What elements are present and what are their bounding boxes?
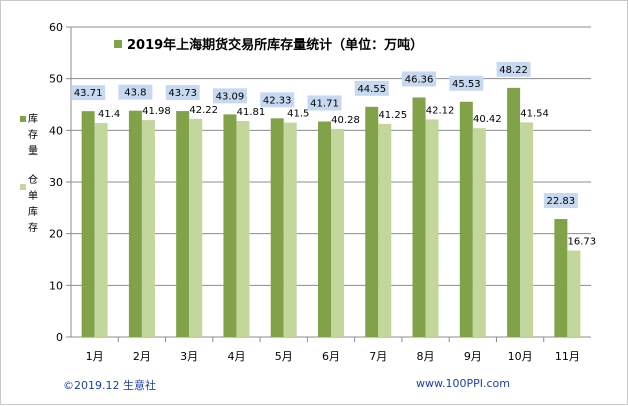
data-label-inventory: 43.8 (124, 88, 146, 99)
bar-warrant-inventory (189, 118, 203, 337)
bar-inventory (459, 101, 473, 338)
data-label-inventory: 43.71 (74, 88, 103, 99)
data-label-warrant: 41.4 (98, 109, 120, 120)
data-label-inventory: 43.73 (168, 88, 197, 99)
data-label-box (496, 61, 531, 77)
data-label-box (449, 75, 484, 91)
data-label-warrant: 41.5 (287, 109, 309, 120)
bar-warrant-inventory (378, 123, 392, 337)
y-tick-label: 40 (49, 124, 63, 137)
data-label-warrant: 41.54 (520, 108, 549, 119)
x-tick-label: 1月 (86, 350, 104, 363)
x-tick-label: 10月 (508, 350, 533, 363)
x-tick-label: 3月 (180, 350, 198, 363)
bar-inventory (412, 97, 426, 338)
data-label-box (212, 88, 247, 104)
x-tick-label: 11月 (555, 350, 580, 363)
x-tick-label: 6月 (322, 350, 340, 363)
x-tick-label: 2月 (133, 350, 151, 363)
y-tick-label: 50 (49, 73, 63, 86)
x-tick-label: 4月 (227, 350, 245, 363)
data-label-warrant: 42.22 (189, 105, 218, 116)
title-marker (114, 40, 122, 48)
data-label-warrant: 40.28 (331, 115, 360, 126)
bar-inventory (176, 111, 190, 337)
bar-inventory (554, 219, 568, 337)
bar-inventory (128, 110, 142, 337)
data-label-warrant: 41.25 (378, 110, 407, 121)
bar-inventory (318, 121, 331, 337)
data-label-inventory: 41.71 (310, 98, 339, 109)
bar-warrant-inventory (141, 120, 155, 337)
data-label-inventory: 48.22 (499, 65, 528, 76)
bar-warrant-inventory (425, 119, 439, 337)
bar-warrant-inventory (94, 123, 108, 337)
data-label-inventory: 44.55 (357, 84, 386, 95)
x-tick-label: 5月 (275, 350, 293, 363)
data-label-box (354, 80, 389, 96)
data-label-inventory: 46.36 (405, 74, 434, 85)
y-tick-label: 0 (56, 331, 63, 344)
data-label-box (165, 85, 200, 101)
chart-title: 2019年上海期货交易所库存量统计（单位：万吨） (127, 37, 423, 53)
footer-copyright: ©2019.12 生意社 (63, 379, 156, 392)
data-label-box (543, 193, 578, 209)
bar-warrant-inventory (331, 128, 344, 337)
data-label-inventory: 42.33 (263, 95, 292, 106)
x-tick-label: 8月 (417, 350, 435, 363)
bar-inventory (223, 114, 237, 337)
data-label-warrant: 41.98 (142, 106, 171, 117)
x-tick-label: 9月 (464, 350, 482, 363)
legend-label: 库存量 (28, 112, 38, 157)
bar-warrant-inventory (520, 122, 534, 337)
data-label-inventory: 43.09 (216, 91, 245, 102)
y-tick-label: 20 (49, 228, 63, 241)
y-tick-label: 10 (49, 279, 63, 292)
x-tick-label: 7月 (369, 350, 387, 363)
bar-inventory (365, 106, 379, 337)
legend-swatch (20, 116, 26, 122)
data-label-box (402, 71, 437, 87)
bar-inventory (270, 118, 284, 337)
bar-inventory (507, 87, 521, 337)
y-tick-label: 30 (49, 176, 63, 189)
data-label-warrant: 41.81 (237, 107, 266, 118)
data-label-box (307, 95, 342, 111)
data-label-box (118, 84, 153, 100)
data-label-box (260, 92, 295, 108)
data-label-box (71, 85, 106, 101)
data-label-warrant: 42.12 (426, 105, 455, 116)
bar-warrant-inventory (283, 122, 297, 337)
bar-inventory (81, 111, 95, 337)
data-label-warrant: 40.42 (473, 114, 502, 125)
y-tick-label: 60 (49, 21, 63, 34)
data-label-inventory: 22.83 (547, 196, 576, 207)
bar-warrant-inventory (472, 128, 486, 337)
bar-warrant-inventory (567, 250, 581, 337)
data-label-warrant: 16.73 (568, 237, 597, 248)
bar-warrant-inventory (236, 120, 250, 338)
data-label-inventory: 45.53 (452, 79, 481, 90)
footer-website[interactable]: www.100PPI.com (416, 377, 510, 390)
legend-label: 仓单库存 (28, 173, 38, 234)
legend-swatch (20, 184, 26, 190)
